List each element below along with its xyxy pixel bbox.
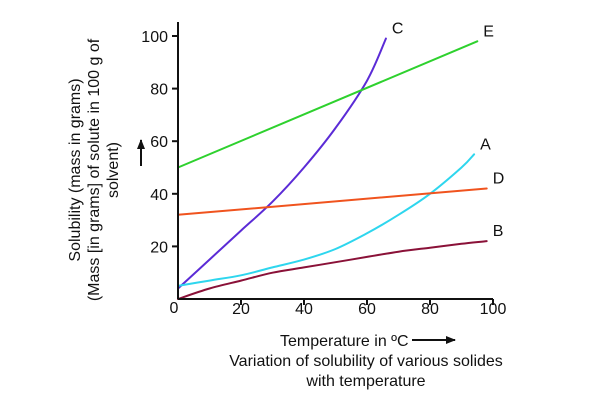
series-label-b: B [493, 223, 504, 240]
series-label-d: D [493, 171, 505, 188]
series-line-a [177, 153, 476, 287]
series-line-c [177, 37, 387, 290]
y-axis-title-line-1: Solubility (mass in grams) [67, 78, 84, 261]
x-tick-label: 20 [232, 301, 250, 318]
series-line-b [177, 240, 488, 300]
y-tick-label: 80 [150, 82, 168, 99]
x-tick-label: 80 [421, 301, 439, 318]
y-axis-title-line-3: solvent) [105, 142, 122, 198]
y-axis-title-line-2: (Mass [in grams] of solute in 100 g of [86, 38, 103, 301]
series-label-c: C [392, 21, 404, 38]
curve-labels-group: C E A D B [392, 21, 504, 241]
y-axis-title: Solubility (mass in grams) (Mass [in gra… [67, 38, 122, 301]
x-tick-label: 100 [480, 301, 507, 318]
origin-label: 0 [170, 300, 179, 317]
y-tick-label: 20 [150, 239, 168, 256]
y-ticks-group: 20 40 60 80 100 [141, 29, 178, 256]
x-axis-title: Temperature in ºC [280, 333, 409, 350]
x-tick-label: 40 [295, 301, 313, 318]
y-tick-label: 40 [150, 187, 168, 204]
y-tick-label: 60 [150, 134, 168, 151]
series-label-e: E [483, 23, 494, 40]
x-tick-label: 60 [358, 301, 376, 318]
series-line-e [177, 40, 479, 169]
caption-line-1: Variation of solubility of various solid… [229, 353, 503, 370]
curves-group [177, 37, 488, 300]
series-line-d [177, 187, 488, 216]
caption-line-2: with temperature [305, 373, 425, 390]
x-ticks-group: 20 40 60 80 100 [232, 299, 506, 318]
series-label-a: A [480, 136, 491, 153]
y-tick-label: 100 [141, 29, 168, 46]
